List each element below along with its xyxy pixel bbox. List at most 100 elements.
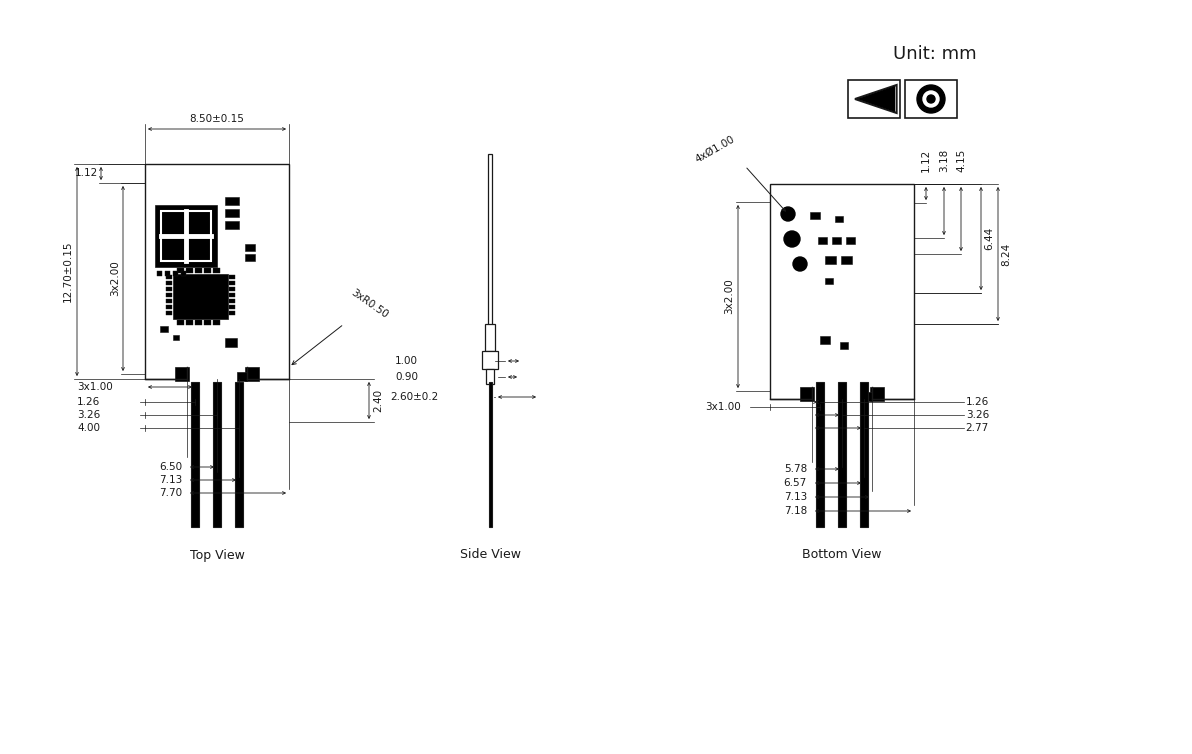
Bar (173, 274, 228, 319)
Bar (166, 280, 172, 285)
Text: 1.26: 1.26 (77, 397, 100, 407)
Bar (812, 386, 873, 401)
Text: 8.24: 8.24 (1001, 242, 1011, 265)
Bar (485, 324, 495, 351)
Bar (173, 336, 179, 340)
Bar (225, 220, 240, 228)
Bar (859, 382, 868, 527)
Bar (246, 254, 255, 261)
Bar (204, 320, 211, 325)
Text: 1.00: 1.00 (395, 356, 418, 366)
Bar (817, 382, 824, 527)
Text: 3x1.00: 3x1.00 (77, 382, 113, 392)
Text: 7.13: 7.13 (784, 492, 807, 502)
Circle shape (917, 85, 945, 113)
Bar (160, 326, 168, 332)
Bar (825, 256, 836, 264)
Bar (166, 299, 172, 303)
Text: 0.90: 0.90 (395, 372, 418, 382)
Bar (166, 311, 172, 315)
Polygon shape (857, 86, 895, 112)
Bar (186, 268, 193, 273)
Bar (818, 237, 827, 244)
Bar (166, 293, 172, 297)
Bar (175, 367, 190, 381)
Text: 3x1.00: 3x1.00 (704, 402, 740, 412)
Text: 6.57: 6.57 (784, 478, 807, 488)
Bar (870, 387, 884, 401)
Bar (213, 268, 221, 273)
Bar (246, 244, 255, 251)
Bar (838, 382, 846, 527)
Bar (195, 320, 201, 325)
Bar (229, 305, 235, 309)
Text: 2.77: 2.77 (966, 423, 989, 433)
Bar (832, 237, 842, 244)
Bar (237, 372, 247, 381)
Bar (161, 211, 211, 261)
Bar (181, 271, 186, 276)
Text: 4xØ1.00: 4xØ1.00 (694, 133, 737, 164)
Bar (811, 212, 820, 219)
Bar (820, 336, 830, 344)
Text: 7.70: 7.70 (159, 488, 182, 498)
Bar (770, 184, 914, 399)
Bar (842, 256, 852, 264)
Text: 2.40: 2.40 (373, 389, 383, 412)
Circle shape (923, 91, 939, 107)
Text: 7.18: 7.18 (784, 506, 807, 516)
Bar (191, 382, 199, 527)
Bar (145, 164, 288, 379)
Bar (213, 320, 221, 325)
Text: 8.50±0.15: 8.50±0.15 (190, 114, 244, 124)
Bar (848, 80, 900, 118)
Bar (482, 351, 498, 369)
Circle shape (927, 95, 935, 103)
Bar (195, 268, 201, 273)
Text: Bottom View: Bottom View (802, 548, 882, 562)
Text: 7.13: 7.13 (159, 475, 182, 485)
Text: 3x2.00: 3x2.00 (724, 279, 734, 314)
Text: 1.26: 1.26 (966, 397, 989, 407)
Bar (225, 209, 240, 216)
Text: 5.78: 5.78 (784, 464, 807, 474)
Bar (186, 320, 193, 325)
Text: Top View: Top View (190, 548, 244, 562)
Bar (905, 80, 957, 118)
Bar (229, 274, 235, 279)
Bar (229, 299, 235, 303)
Bar (225, 338, 237, 347)
Text: 3xR0.50: 3xR0.50 (348, 287, 390, 320)
Bar (187, 366, 247, 381)
Text: 6.50: 6.50 (159, 462, 182, 472)
Bar (204, 268, 211, 273)
Bar (229, 311, 235, 315)
Bar (213, 382, 221, 527)
Bar (836, 216, 843, 222)
Text: 12.70±0.15: 12.70±0.15 (63, 241, 73, 302)
Text: 3.26: 3.26 (966, 410, 989, 420)
Bar (489, 382, 491, 527)
Bar (173, 271, 178, 276)
Bar (840, 342, 848, 349)
Bar (229, 280, 235, 285)
Text: 4.00: 4.00 (77, 423, 100, 433)
Bar (846, 237, 855, 244)
Bar (157, 271, 162, 276)
Bar (862, 392, 873, 401)
Text: 3.26: 3.26 (77, 410, 100, 420)
Circle shape (793, 257, 807, 271)
Bar (488, 154, 492, 344)
Text: 4.15: 4.15 (956, 149, 966, 172)
Bar (235, 382, 243, 527)
Bar (176, 268, 184, 273)
Text: 3x2.00: 3x2.00 (110, 261, 120, 296)
Bar (229, 287, 235, 291)
Bar (166, 274, 172, 279)
Bar (486, 369, 493, 384)
Text: Side View: Side View (459, 548, 521, 562)
Circle shape (784, 231, 800, 247)
Bar (825, 278, 833, 284)
Bar (176, 320, 184, 325)
Circle shape (781, 207, 795, 221)
